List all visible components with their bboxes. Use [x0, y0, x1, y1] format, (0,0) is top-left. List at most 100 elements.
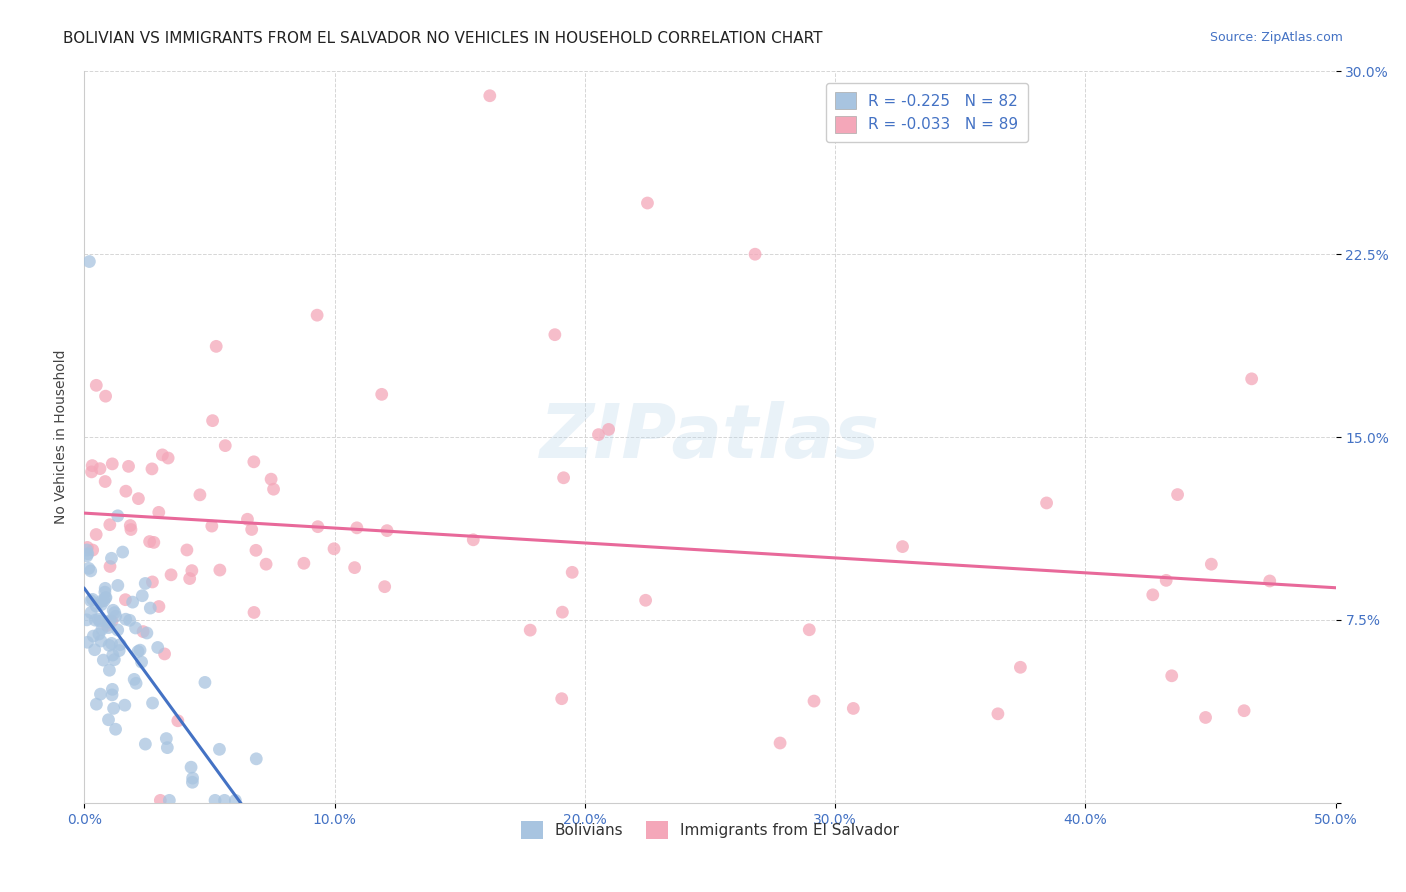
Point — [76, 549, 98, 563]
Point — [101, 648, 124, 662]
Point — [463, 533, 485, 547]
Point — [150, 448, 173, 462]
Point — [141, 574, 163, 589]
Point — [245, 543, 267, 558]
Text: Source: ZipAtlas.com: Source: ZipAtlas.com — [1209, 31, 1343, 45]
Point — [205, 339, 228, 353]
Point — [131, 589, 153, 603]
Point — [94, 582, 117, 596]
Point — [842, 701, 865, 715]
Point — [551, 691, 574, 706]
Point — [82, 543, 104, 558]
Point — [245, 752, 267, 766]
Point — [1258, 574, 1281, 588]
Point — [107, 508, 129, 523]
Point — [744, 247, 766, 261]
Point — [117, 459, 139, 474]
Point — [138, 534, 160, 549]
Point — [125, 676, 148, 690]
Text: ZIPatlas: ZIPatlas — [540, 401, 880, 474]
Point — [181, 771, 204, 785]
Point — [214, 439, 236, 453]
Point — [254, 557, 277, 571]
Point — [107, 623, 129, 637]
Point — [94, 585, 117, 599]
Point — [98, 559, 121, 574]
Point — [374, 580, 396, 594]
Point — [89, 614, 111, 628]
Point — [157, 450, 180, 465]
Point — [1142, 588, 1164, 602]
Point — [307, 308, 329, 322]
Point — [82, 629, 104, 643]
Point — [323, 541, 346, 556]
Point — [129, 643, 152, 657]
Point — [141, 462, 163, 476]
Point — [346, 521, 368, 535]
Point — [224, 793, 246, 807]
Point — [87, 612, 110, 626]
Point — [97, 621, 120, 635]
Point — [188, 488, 211, 502]
Point — [115, 484, 138, 499]
Point — [80, 564, 103, 578]
Point — [80, 606, 103, 620]
Point — [100, 551, 122, 566]
Point — [166, 714, 188, 728]
Point — [201, 414, 224, 428]
Point — [214, 793, 236, 807]
Point — [101, 682, 124, 697]
Point — [120, 523, 142, 537]
Point — [134, 737, 156, 751]
Point — [94, 475, 117, 489]
Point — [101, 603, 124, 617]
Text: BOLIVIAN VS IMMIGRANTS FROM EL SALVADOR NO VEHICLES IN HOUSEHOLD CORRELATION CHA: BOLIVIAN VS IMMIGRANTS FROM EL SALVADOR … — [63, 31, 823, 46]
Point — [146, 640, 169, 655]
Point — [637, 196, 659, 211]
Point — [98, 517, 121, 532]
Point — [236, 512, 259, 526]
Point — [142, 535, 165, 549]
Point — [103, 653, 125, 667]
Point — [148, 599, 170, 614]
Point — [98, 614, 121, 628]
Point — [93, 594, 115, 608]
Point — [160, 567, 183, 582]
Point — [111, 545, 134, 559]
Point — [79, 254, 101, 268]
Point — [292, 556, 315, 570]
Point — [588, 427, 610, 442]
Point — [96, 618, 118, 632]
Point — [180, 760, 202, 774]
Point — [561, 566, 583, 580]
Point — [180, 564, 202, 578]
Point — [87, 627, 110, 641]
Point — [260, 472, 283, 486]
Point — [176, 543, 198, 558]
Point — [139, 601, 162, 615]
Point — [91, 653, 114, 667]
Point — [94, 591, 117, 605]
Point — [97, 713, 120, 727]
Point — [97, 615, 120, 629]
Point — [179, 572, 201, 586]
Point — [1167, 487, 1189, 501]
Point — [1240, 372, 1263, 386]
Point — [89, 687, 111, 701]
Point — [156, 740, 179, 755]
Point — [83, 642, 105, 657]
Point — [1194, 710, 1216, 724]
Point — [107, 578, 129, 592]
Point — [91, 622, 114, 636]
Point — [201, 519, 224, 533]
Point — [120, 518, 142, 533]
Point — [127, 644, 149, 658]
Point — [343, 560, 366, 574]
Point — [124, 621, 146, 635]
Point — [132, 624, 155, 639]
Point — [84, 613, 107, 627]
Point — [77, 561, 100, 575]
Point — [89, 461, 111, 475]
Point — [243, 455, 266, 469]
Point — [90, 598, 112, 612]
